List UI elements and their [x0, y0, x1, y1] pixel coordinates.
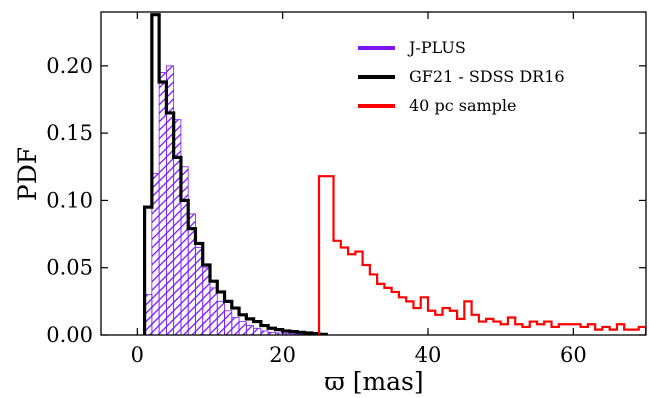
y-tick-label: 0.10: [46, 188, 93, 212]
x-axis-label: ϖ [mas]: [324, 367, 423, 396]
histogram-step-line: [143, 13, 328, 335]
axes: 0 20 40 60 0.00 0.05 0.10 0.15 0.20: [46, 12, 646, 367]
jplus-bar: [245, 325, 254, 335]
legend-label: J-PLUS: [407, 38, 466, 57]
histogram-step-line: [317, 175, 646, 335]
series-0: [144, 65, 320, 335]
legend-label: GF21 - SDSS DR16: [409, 67, 565, 86]
y-tick-label: 0.15: [46, 121, 93, 145]
series-2: [317, 175, 646, 335]
series-1: [143, 13, 328, 335]
x-tick-label: 0: [131, 343, 144, 367]
y-tick-label: 0.20: [46, 54, 93, 78]
jplus-bar: [253, 327, 262, 335]
y-tick-label: 0.00: [46, 323, 93, 347]
y-axis-label: PDF: [13, 147, 42, 201]
plot-frame: [100, 11, 647, 336]
y-tick-label: 0.05: [46, 256, 93, 280]
jplus-bar: [238, 321, 247, 335]
x-tick-label: 60: [560, 343, 587, 367]
jplus-bar: [216, 300, 225, 335]
x-tick-label: 20: [269, 343, 296, 367]
legend: J-PLUS GF21 - SDSS DR16 40 pc sample: [358, 38, 565, 115]
jplus-bar: [209, 287, 218, 335]
legend-label: 40 pc sample: [409, 96, 516, 115]
jplus-bar: [231, 317, 240, 335]
x-tick-label: 40: [415, 343, 442, 367]
plot-area: [143, 13, 646, 335]
jplus-bar: [224, 310, 233, 335]
